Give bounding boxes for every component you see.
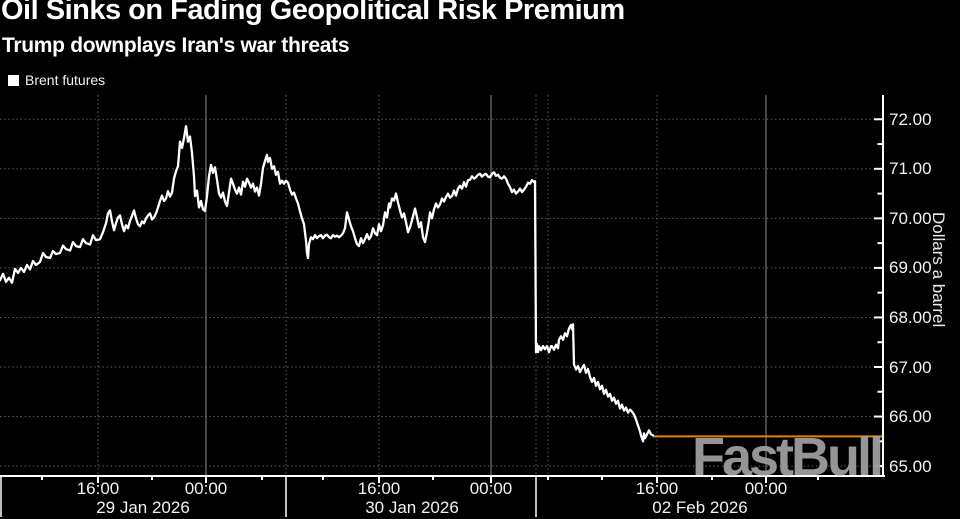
page-title: Oil Sinks on Fading Geopolitical Risk Pr… <box>1 0 625 26</box>
y-axis-label: 66.00 <box>889 407 932 427</box>
x-axis-time-label: 00:00 <box>744 479 788 498</box>
x-axis-time-label: 16:00 <box>76 479 120 498</box>
x-axis-date-label: 30 Jan 2026 <box>365 498 459 517</box>
legend: Brent futures <box>8 72 105 88</box>
x-axis-time-label: 16:00 <box>635 479 679 498</box>
y-axis-title: Dollars a barrel <box>929 212 948 328</box>
fastbull-watermark: FastBull <box>692 427 884 487</box>
y-axis-label: 71.00 <box>889 159 932 179</box>
x-axis-time-label: 00:00 <box>469 479 513 498</box>
legend-label: Brent futures <box>25 72 106 88</box>
y-axis-label: 69.00 <box>889 258 932 278</box>
x-axis-time-label: 00:00 <box>184 479 228 498</box>
brent-price-line <box>0 125 655 443</box>
y-axis-label: 65.00 <box>889 456 932 476</box>
y-axis-label: 70.00 <box>889 208 932 228</box>
legend-swatch-icon <box>8 74 19 86</box>
x-axis-date-label: 29 Jan 2026 <box>96 498 190 517</box>
x-axis-time-label: 16:00 <box>357 479 401 498</box>
y-axis-label: 67.00 <box>889 357 932 377</box>
x-axis-date-label: 02 Feb 2026 <box>652 498 748 517</box>
y-axis-label: 72.00 <box>889 109 932 129</box>
y-axis-label: 68.00 <box>889 307 932 327</box>
page-subtitle: Trump downplays Iran's war threats <box>2 34 350 57</box>
